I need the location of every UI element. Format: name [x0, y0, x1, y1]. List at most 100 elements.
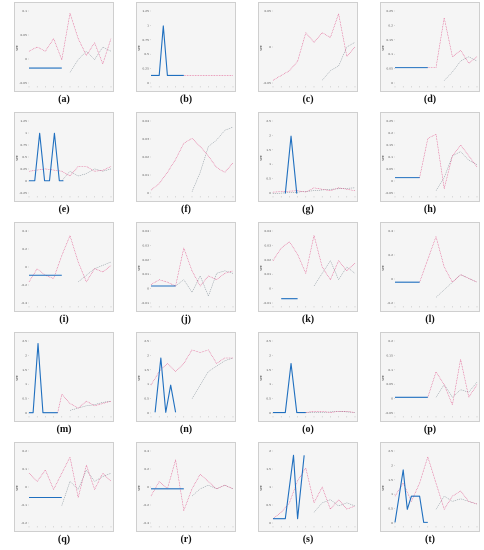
chart-panel: 0.4 0.2 0 -0.2 -0.4 [14, 222, 114, 312]
y-tick-label: 2.5 [266, 339, 271, 343]
chart-cell: 0.25 0.2 0.15 0.1 0.05 0 SPE (d) [372, 2, 484, 110]
y-tick-label: 0.15 [386, 38, 393, 42]
y-tick-label: 2 [147, 353, 149, 357]
y-tick-label: 0.25 [142, 67, 149, 71]
y-tick-label: 0.2 [388, 339, 393, 343]
series-line-gray [305, 411, 356, 413]
y-tick-label: 0.25 [386, 9, 393, 13]
y-axis-label: SPE [15, 485, 19, 491]
y-tick-label: 1.5 [266, 467, 271, 471]
series-line-gray [61, 469, 112, 506]
chart-panel: 1.25 1 0.75 0.5 0.25 0 -0.25 SPE [14, 112, 114, 202]
chart-caption: (e) [58, 204, 70, 215]
chart-panel: 0.4 0.2 0 -0.2 SPE [380, 222, 480, 312]
y-tick-label: 0.5 [22, 155, 27, 159]
series-line-blue [29, 132, 64, 182]
y-tick-label: 0 [25, 485, 27, 489]
y-tick-label: 1 [25, 382, 27, 386]
chart-cell: 2.5 2 1.5 1 0.5 0 SPE (t) [372, 442, 484, 550]
chart-panel: 0.05 0 -0.05 SPE [258, 2, 358, 92]
chart-caption: (m) [56, 424, 72, 435]
chart-panel: 2.5 2 1.5 1 0.5 0 SPE [380, 442, 480, 532]
y-tick-label: 0.5 [144, 397, 149, 401]
series-line-blue [273, 362, 306, 414]
series-line-pink [427, 358, 478, 406]
chart-panel: 2.5 2 1.5 1 0.5 0 SPE [258, 332, 358, 422]
y-tick-label: 0.02 [142, 155, 149, 159]
series-line-gray [444, 56, 478, 81]
y-tick-label: 1 [25, 131, 27, 135]
series-line-pink [419, 133, 478, 189]
series-line-pink [28, 456, 112, 498]
chart-svg: 0.05 0 -0.05 SPE [259, 9, 356, 88]
chart-caption: (f) [181, 204, 191, 215]
y-axis-label: SPE [137, 45, 141, 51]
y-tick-label: 1.5 [266, 368, 271, 372]
y-tick-label: 0.5 [22, 397, 27, 401]
series-line-gray [435, 381, 478, 398]
y-tick-label: 0.2 [388, 253, 393, 257]
chart-caption: (a) [58, 94, 70, 105]
y-tick-label: 0 [391, 81, 393, 85]
y-tick-label: 0.03 [142, 243, 149, 247]
series-line-pink [272, 235, 356, 280]
chart-caption: (l) [425, 314, 435, 325]
y-tick-label: -0.25 [19, 191, 27, 195]
y-tick-label: 1 [147, 382, 149, 386]
chart-panel: 2.5 2 1.5 1 0.5 0 SPE [258, 112, 358, 202]
series-line-gray [322, 42, 356, 81]
y-tick-label: 0 [25, 179, 27, 183]
y-tick-label: -0.2 [387, 301, 393, 305]
chart-panel: 1.25 1 0.75 0.5 0.25 0 SPE [136, 2, 236, 92]
y-tick-label: 1 [269, 162, 271, 166]
y-tick-label: 0.01 [142, 173, 149, 177]
y-tick-label: -0.01 [141, 301, 149, 305]
chart-panel: 2 1.5 1 0.5 0 SPE [258, 442, 358, 532]
y-tick-label: -0.4 [21, 301, 27, 305]
series-line-gray [435, 151, 478, 191]
y-axis-label: SPE [15, 45, 19, 51]
series-line-pink [150, 349, 233, 386]
series-line-gray [69, 400, 112, 411]
chart-cell: 2.5 2 1.5 1 0.5 0 SPE (g) [250, 112, 366, 220]
y-tick-label: 0.2 [144, 467, 149, 471]
y-tick-label: 0.1 [22, 9, 27, 13]
y-tick-label: 1 [147, 23, 149, 27]
chart-caption: (g) [302, 204, 314, 215]
y-tick-label: 0.5 [266, 503, 271, 507]
chart-svg: 0.2 0.15 0.1 0.05 0 -0.05 SPE [381, 339, 478, 418]
y-axis-label: SPE [15, 155, 19, 161]
chart-svg: 0.4 0.2 0 -0.2 -0.4 [21, 229, 112, 308]
y-tick-label: 0 [269, 411, 271, 415]
y-axis-label: SPE [137, 485, 141, 491]
y-tick-label: 0.15 [386, 143, 393, 147]
chart-panel: 0.04 0.03 0.02 0.01 0 -0.01 SPE [136, 222, 236, 312]
chart-caption: (q) [57, 534, 71, 545]
chart-panel: 0.04 0.03 0.02 0.01 0 -0.01 SPE [258, 222, 358, 312]
y-tick-label: 0 [391, 397, 393, 401]
chart-cell: 0.04 0.03 0.02 0.01 0 -0.01 SPE (k) [250, 222, 366, 330]
series-line-gray [435, 495, 478, 510]
chart-caption: (b) [179, 94, 193, 105]
y-tick-label: 1.25 [20, 119, 27, 123]
chart-caption: (t) [425, 534, 435, 545]
y-tick-label: 0.05 [386, 382, 393, 386]
y-tick-label: 2 [269, 449, 271, 453]
series-line-blue [154, 357, 177, 413]
series-line-gray [191, 126, 234, 192]
y-tick-label: 0.4 [388, 229, 393, 233]
y-tick-label: 0.05 [386, 67, 393, 71]
chart-panel: 0.25 0.2 0.15 0.1 0.05 0 -0.05 SPE [380, 112, 480, 202]
y-tick-label: 0.2 [388, 131, 393, 135]
chart-cell: 0.25 0.2 0.15 0.1 0.05 0 -0.05 SPE (h) [372, 112, 484, 220]
series-line-blue [273, 454, 305, 520]
chart-cell: 1.25 1 0.75 0.5 0.25 0 SPE (b) [128, 2, 244, 110]
y-tick-label: 0.03 [142, 137, 149, 141]
chart-cell: 2.5 2 1.5 1 0.5 0 SPE (n) [128, 332, 244, 440]
y-tick-label: 0.2 [22, 247, 27, 251]
chart-svg: 1.25 1 0.75 0.5 0.25 0 -0.25 SPE [15, 119, 112, 198]
y-tick-label: 2 [391, 463, 393, 467]
y-tick-label: 2.5 [388, 449, 393, 453]
y-axis-label: SPE [259, 45, 263, 51]
